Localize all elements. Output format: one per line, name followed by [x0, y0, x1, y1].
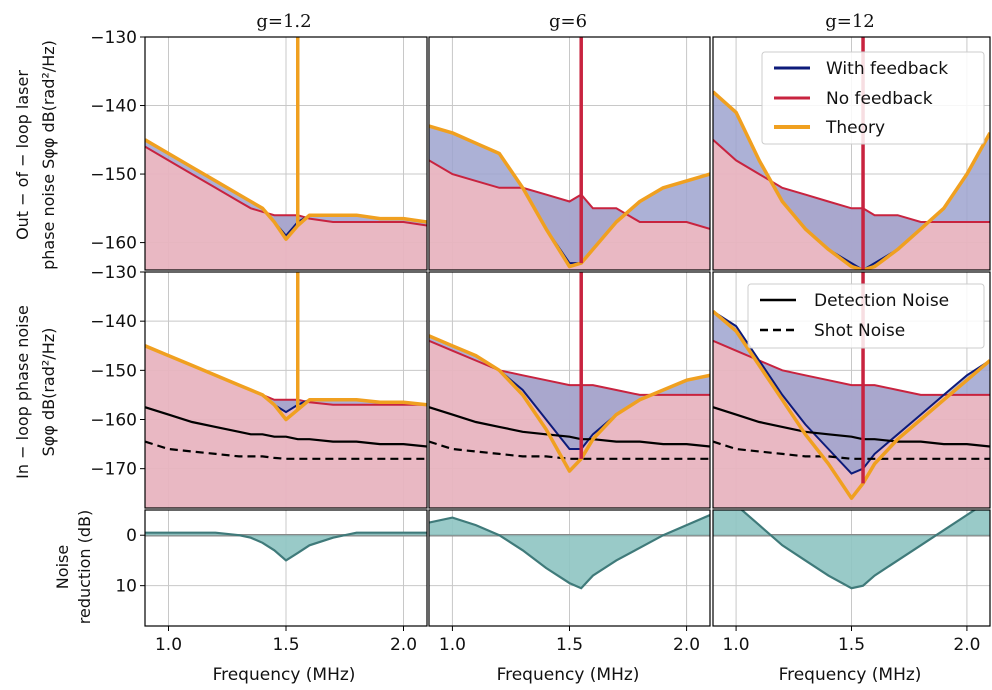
x-tick-label: 1.0 — [155, 635, 182, 655]
theory-line — [145, 344, 427, 422]
legend-label-with-feedback: With feedback — [826, 59, 948, 79]
panel-r3-c3: 1.0 1.5 2.0 — [712, 509, 991, 655]
panel-body — [145, 510, 427, 626]
x-tick-label: 2.0 — [953, 635, 980, 655]
reduction-line — [740, 510, 977, 590]
panel-frame — [428, 271, 711, 509]
y-tick-label: −150 — [90, 165, 137, 185]
legend-label-shot-noise: Shot Noise — [814, 321, 905, 341]
reduction-fill — [145, 532, 427, 561]
panel-r3-c1: 0 10 1.0 1.5 2.0 — [115, 509, 428, 655]
column-title-2: g=6 — [549, 11, 587, 32]
shot-noise-line — [429, 440, 710, 460]
detection-noise-line — [429, 406, 710, 448]
y-tick-label: −150 — [90, 361, 137, 381]
reduction-fill — [713, 510, 990, 589]
panel-body — [429, 37, 710, 270]
no-feedback-line — [713, 339, 990, 396]
legend-label-no-feedback: No feedback — [826, 89, 933, 109]
theory-line — [713, 309, 990, 500]
panel-frame — [712, 271, 991, 509]
no-feedback-fill — [145, 345, 427, 508]
no-feedback-line — [429, 339, 710, 396]
row2-ylabel-line2: Sφφ dB(rad²/Hz) — [39, 328, 58, 457]
theory-line — [713, 90, 990, 270]
y-tick-label: −130 — [90, 263, 137, 283]
y-tick-label: −130 — [90, 28, 137, 48]
shot-noise-line — [713, 440, 990, 460]
panel-r2-c2 — [428, 271, 711, 509]
detection-noise-line — [713, 406, 990, 448]
no-feedback-line — [429, 159, 710, 230]
panel-body — [145, 37, 427, 270]
panel-r2-c1: −130 −140 −150 −160 −170 — [90, 263, 428, 509]
no-feedback-fill — [713, 139, 990, 270]
with-feedback-fill — [713, 311, 990, 474]
with-feedback-fill — [145, 139, 427, 236]
panel-r1-c2 — [428, 36, 711, 271]
theory-line — [429, 334, 710, 473]
column-title-3: g=12 — [825, 11, 875, 32]
xlabel-col2: Frequency (MHz) — [497, 665, 640, 685]
reduction-fill — [429, 515, 710, 589]
with-feedback-fill — [429, 126, 710, 264]
y-tick-label: −140 — [90, 97, 137, 117]
row3-ylabel-line1: Noise — [53, 545, 72, 589]
panel-r3-c2: 1.0 1.5 2.0 — [428, 509, 711, 655]
with-feedback-fill — [429, 335, 710, 449]
reduction-line — [145, 531, 427, 562]
y-tick-label: −160 — [90, 234, 137, 254]
x-tick-label: 1.5 — [556, 635, 583, 655]
reduction-line — [429, 513, 710, 590]
x-tick-label: 1.5 — [272, 635, 299, 655]
no-feedback-line — [713, 139, 990, 223]
panel-frame — [144, 271, 428, 509]
panel-r1-c1: −130 −140 −150 −160 — [90, 28, 428, 271]
x-tick-label: 2.0 — [673, 635, 700, 655]
y-tick-label: 10 — [115, 577, 137, 597]
with-feedback-fill — [713, 91, 990, 270]
legend-row2: Detection Noise Shot Noise — [747, 283, 985, 349]
x-tick-label: 2.0 — [390, 635, 417, 655]
y-tick-label: −170 — [90, 460, 137, 480]
shot-noise-line — [145, 440, 427, 460]
theory-line — [145, 138, 427, 241]
row1-ylabel-line2: phase noise Sφφ dB(rad²/Hz) — [39, 40, 58, 270]
no-feedback-fill — [145, 146, 427, 270]
detection-noise-line — [145, 406, 427, 448]
panel-body — [429, 510, 710, 626]
xlabel-col3: Frequency (MHz) — [779, 665, 922, 685]
legend-label-detection-noise: Detection Noise — [814, 291, 949, 311]
legend-box-row1 — [761, 51, 985, 145]
panel-body — [145, 272, 427, 508]
y-tick-label: −160 — [90, 411, 137, 431]
labels: g=1.2 g=6 g=12 Out − of − loop laser pha… — [13, 11, 985, 685]
with-feedback-line — [713, 310, 990, 475]
y-tick-label: 0 — [126, 526, 137, 546]
panels: −130 −140 −150 −160 −130 −140 −150 −160 −170 0 10 1… — [90, 28, 991, 655]
y-tick-label: −140 — [90, 312, 137, 332]
legend-row1: With feedback No feedback Theory — [761, 51, 985, 145]
legend-label-theory: Theory — [825, 118, 885, 138]
legend-box-row2 — [747, 283, 985, 349]
theory-line — [429, 124, 710, 269]
row3-ylabel-line2: reduction (dB) — [75, 510, 94, 625]
no-feedback-line — [145, 145, 427, 227]
row2-ylabel-line1: In − loop phase noise — [13, 305, 32, 479]
x-tick-label: 1.5 — [838, 635, 865, 655]
panel-body — [713, 510, 990, 626]
panel-frame — [428, 36, 711, 271]
x-tick-label: 1.0 — [439, 635, 466, 655]
xlabel-col1: Frequency (MHz) — [213, 665, 356, 685]
column-title-1: g=1.2 — [256, 11, 311, 32]
panel-body — [429, 272, 710, 508]
panel-frame — [144, 36, 428, 271]
panel-frame — [712, 36, 991, 271]
row1-ylabel-line1: Out − of − loop laser — [13, 70, 32, 240]
x-tick-label: 1.0 — [723, 635, 750, 655]
